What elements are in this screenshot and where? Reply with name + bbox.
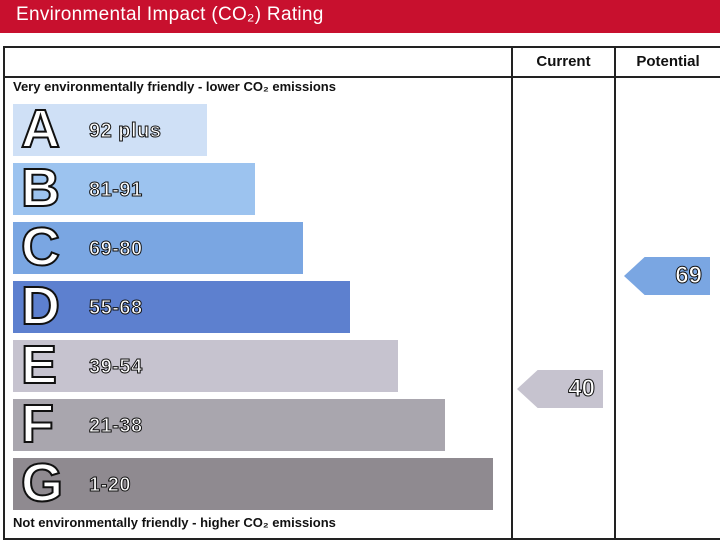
band-d: D 55-68: [13, 276, 350, 336]
header-bar: Environmental Impact (CO₂) Rating: [0, 0, 720, 33]
band-letter: A: [20, 99, 61, 159]
column-divider-potential: [614, 46, 616, 540]
band-c: C 69-80: [13, 217, 303, 277]
band-range: 69-80: [89, 238, 143, 261]
band-range: 81-91: [89, 179, 143, 202]
header-row-divider: [3, 76, 720, 78]
band-e: E 39-54: [13, 335, 398, 395]
band-letter: E: [20, 335, 58, 395]
band-letter: B: [20, 158, 61, 218]
band-range: 21-38: [89, 415, 143, 438]
current-rating-arrow: 40: [517, 370, 603, 408]
column-header-current: Current: [536, 53, 591, 70]
potential-rating-arrow: 69: [624, 257, 710, 295]
caption-top: Very environmentally friendly - lower CO…: [13, 79, 336, 94]
band-letter: G: [20, 453, 64, 513]
band-letter: C: [20, 217, 61, 277]
band-letter: F: [20, 394, 55, 454]
band-range: 1-20: [88, 474, 132, 497]
band-range: 92 plus: [88, 120, 162, 143]
potential-rating-value: 69: [675, 262, 703, 290]
column-divider-current: [511, 46, 513, 540]
column-header-potential: Potential: [636, 53, 700, 70]
band-b: B 81-91: [13, 158, 255, 218]
band-a: A 92 plus: [13, 99, 207, 159]
band-range: 55-68: [89, 297, 143, 320]
caption-bottom: Not environmentally friendly - higher CO…: [13, 515, 336, 530]
rating-table: [3, 46, 720, 540]
current-rating-value: 40: [568, 375, 596, 403]
page-title: Environmental Impact (CO₂) Rating: [16, 4, 324, 25]
band-g: G 1-20: [13, 453, 493, 513]
band-range: 39-54: [89, 356, 143, 379]
band-letter: D: [20, 276, 61, 336]
band-f: F 21-38: [13, 394, 445, 454]
